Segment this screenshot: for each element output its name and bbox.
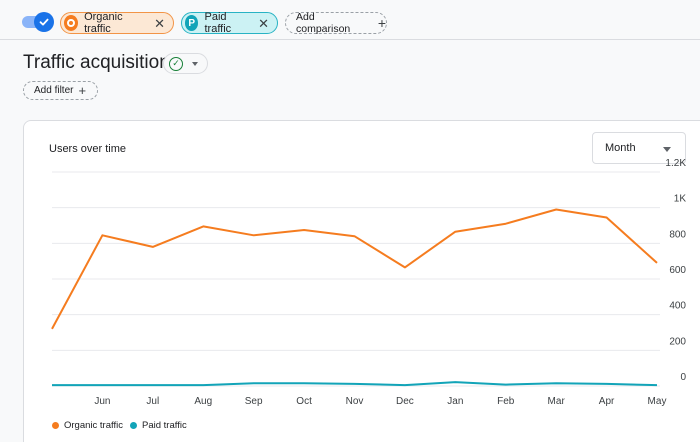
chip-label: Paid traffic (204, 11, 232, 35)
users-over-time-card: Users over time Month (23, 120, 700, 442)
y-tick-label: 0 (680, 372, 686, 383)
period-select-value: Month (605, 142, 636, 154)
add-comparison-button[interactable]: Add comparison + (285, 11, 387, 35)
toggle-knob (34, 12, 54, 32)
x-tick-label: May (648, 396, 667, 407)
series-lines (51, 208, 658, 387)
series-line-paid (52, 381, 658, 387)
chevron-down-icon (192, 61, 198, 66)
comparison-chip-organic[interactable]: Organic traffic ✕ (60, 11, 174, 35)
y-tick-label: 200 (669, 336, 686, 347)
check-icon (39, 18, 49, 26)
page-title: Traffic acquisition (23, 52, 170, 73)
comparison-chip-paid[interactable]: P Paid traffic ✕ (181, 11, 278, 35)
x-tick-label: Nov (346, 396, 364, 407)
y-tick-label: 600 (669, 265, 686, 276)
y-tick-label: 800 (669, 229, 686, 240)
add-comparison-label: Add comparison (296, 11, 351, 35)
y-tick-label: 400 (669, 301, 686, 312)
legend-item-organic[interactable]: Organic traffic (52, 420, 123, 431)
organic-badge-icon (64, 15, 79, 31)
add-filter-button[interactable]: Add filter + (23, 81, 98, 100)
plus-icon: + (78, 83, 87, 98)
x-tick-label: Sep (245, 396, 263, 407)
card-title: Users over time (49, 143, 127, 155)
legend-item-paid[interactable]: Paid traffic (130, 420, 187, 431)
x-axis-ticks: Jun Jul Aug Sep Oct Nov Dec Jan Feb Mar Apr May (94, 396, 666, 407)
chevron-down-icon (663, 147, 671, 152)
y-axis-ticks: 0 200 400 600 800 1K 1.2K (665, 158, 686, 383)
report-status-dropdown[interactable]: ✓ (163, 53, 208, 74)
gridlines (52, 171, 660, 387)
x-tick-label: Apr (599, 396, 615, 407)
x-tick-label: Jul (146, 396, 159, 407)
x-tick-label: Mar (548, 396, 566, 407)
x-tick-label: Dec (396, 396, 414, 407)
legend-label: Paid traffic (142, 420, 187, 431)
legend-label: Organic traffic (64, 420, 123, 431)
series-line-organic (51, 208, 658, 330)
close-icon[interactable]: ✕ (154, 15, 165, 31)
x-tick-label: Feb (497, 396, 515, 407)
add-filter-label: Add filter (34, 85, 74, 96)
x-tick-label: Jan (447, 396, 463, 407)
paid-badge-icon: P (185, 15, 199, 31)
check-circle-icon: ✓ (169, 56, 183, 71)
close-icon[interactable]: ✕ (258, 15, 269, 31)
x-tick-label: Jun (94, 396, 110, 407)
y-tick-label: 1.2K (665, 158, 686, 169)
legend-dot (130, 422, 137, 429)
plus-icon: + (377, 15, 386, 31)
comparison-bar: Organic traffic ✕ P Paid traffic ✕ Add c… (0, 0, 700, 40)
comparison-toggle[interactable] (22, 12, 54, 32)
x-tick-label: Oct (296, 396, 312, 407)
period-select[interactable]: Month (592, 132, 686, 164)
chip-label: Organic traffic (84, 11, 123, 35)
x-tick-label: Aug (194, 396, 212, 407)
y-tick-label: 1K (674, 194, 687, 205)
legend-dot (52, 422, 59, 429)
